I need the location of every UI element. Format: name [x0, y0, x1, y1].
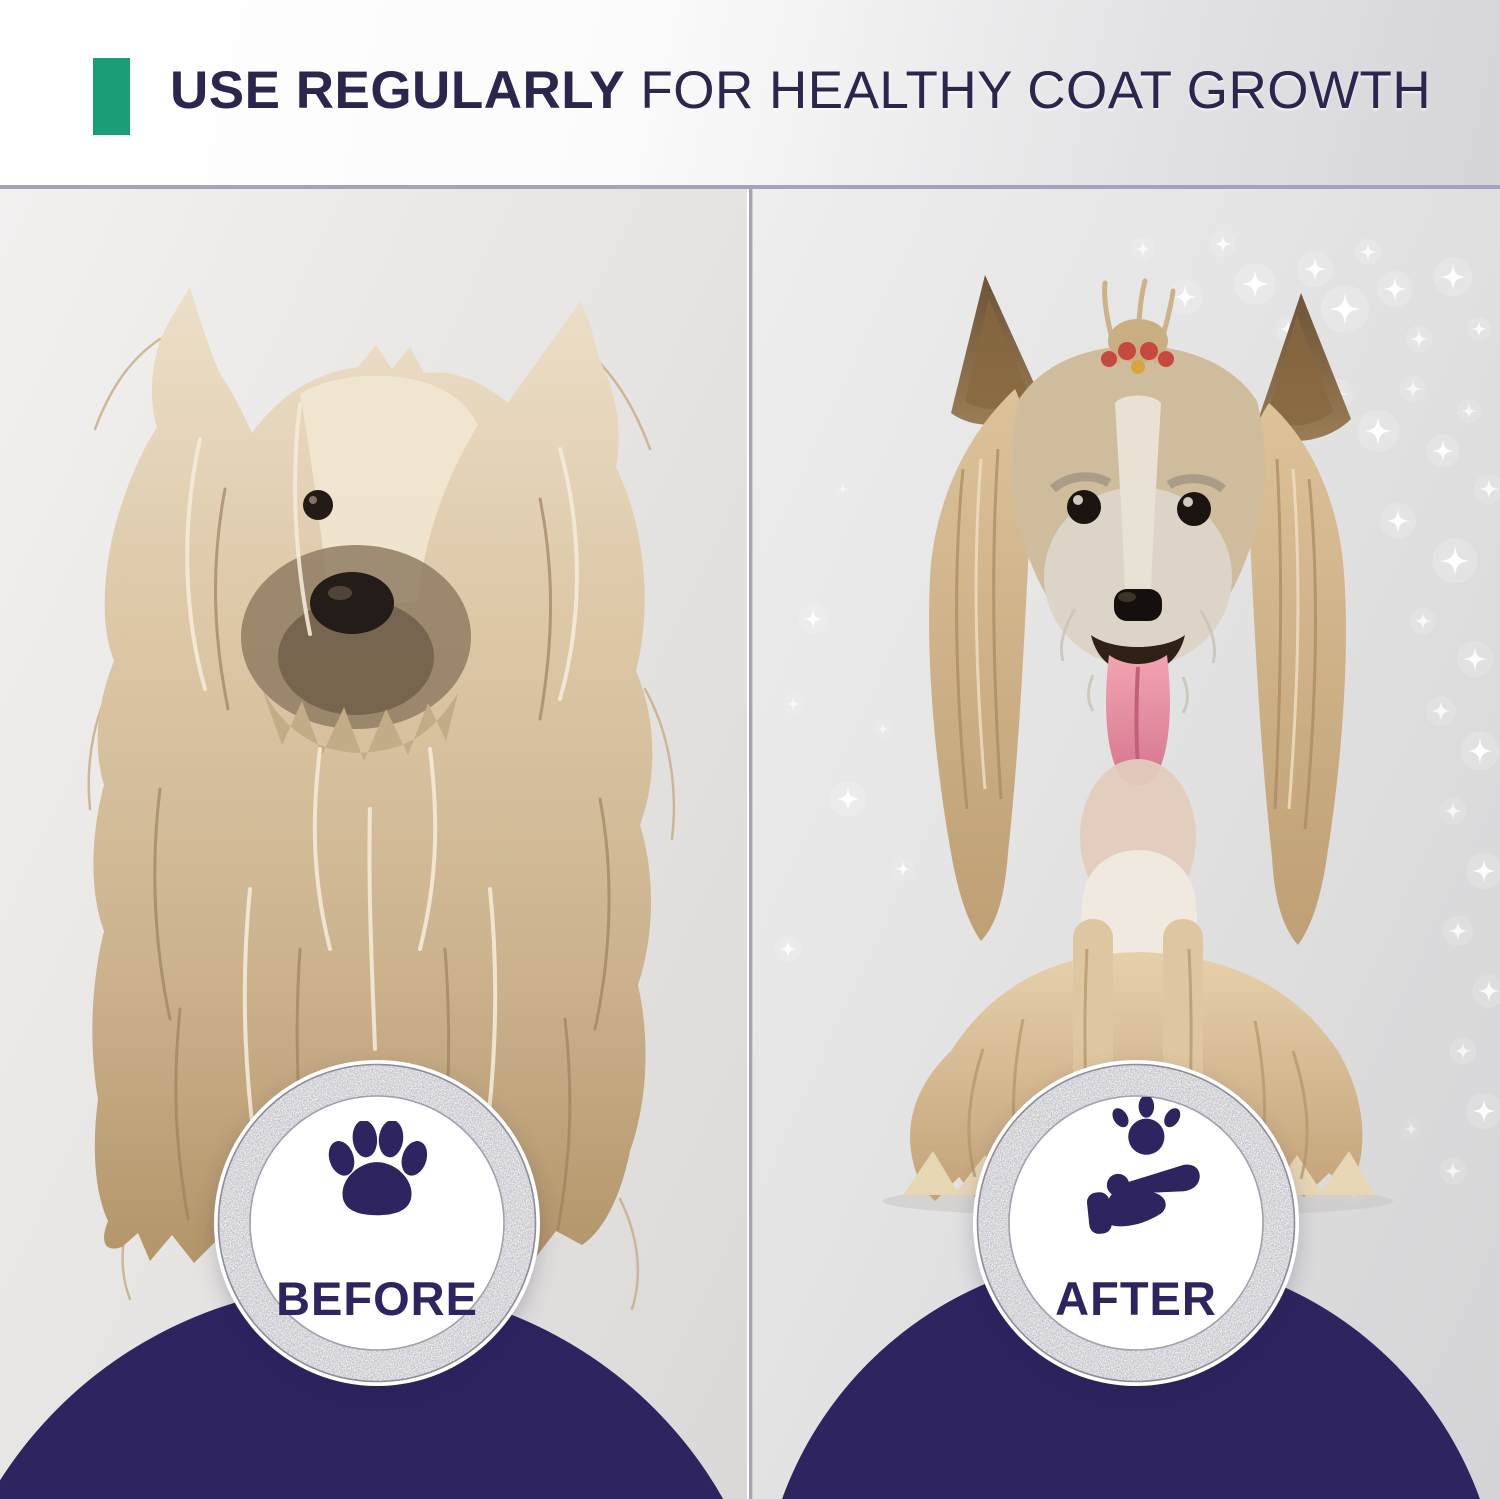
panel-divider: [747, 189, 753, 1499]
nose: [310, 572, 394, 634]
muzzle-fluff: [1060, 608, 1216, 714]
glitter-ring: [976, 1063, 1296, 1383]
before-label: BEFORE: [276, 1272, 478, 1325]
hair-curtains: [929, 389, 1346, 945]
before-dog-photo: [87, 287, 676, 1311]
eye: [303, 490, 333, 520]
eyes: [1067, 490, 1211, 526]
brow-right: [1166, 474, 1226, 493]
tongue-crease: [1134, 666, 1140, 766]
topknot: [1102, 278, 1176, 364]
after-panel: AFTER: [753, 189, 1500, 1499]
blaze: [1115, 395, 1161, 591]
after-badge: AFTER: [976, 1063, 1296, 1383]
page-title: USE REGULARLY FOR HEALTHY COAT GROWTH: [170, 61, 1431, 122]
hand-holding-paw-icon: [1086, 1097, 1200, 1234]
nose-shine: [328, 586, 352, 600]
brow-left: [1049, 472, 1112, 493]
glitter-ring: [217, 1063, 537, 1383]
nose-shine: [1118, 592, 1136, 602]
ears: [951, 275, 1351, 442]
dog-body: [92, 287, 653, 1271]
before-panel: BEFORE: [0, 189, 747, 1499]
before-badge: BEFORE: [217, 1063, 537, 1383]
header-banner: USE REGULARLY FOR HEALTHY COAT GROWTH: [0, 0, 1500, 189]
accent-bar: [93, 58, 130, 135]
paw-icon: [328, 1121, 428, 1216]
muzzle-shadow: [278, 599, 434, 715]
comparison-panels: BEFORE: [0, 189, 1500, 1499]
hair-clip: [1101, 342, 1174, 374]
beard: [262, 689, 458, 761]
title-rest: FOR HEALTHY COAT GROWTH: [625, 61, 1432, 120]
after-label: AFTER: [1055, 1272, 1217, 1325]
eye-highlight: [309, 496, 317, 504]
title-bold: USE REGULARLY: [170, 61, 626, 120]
